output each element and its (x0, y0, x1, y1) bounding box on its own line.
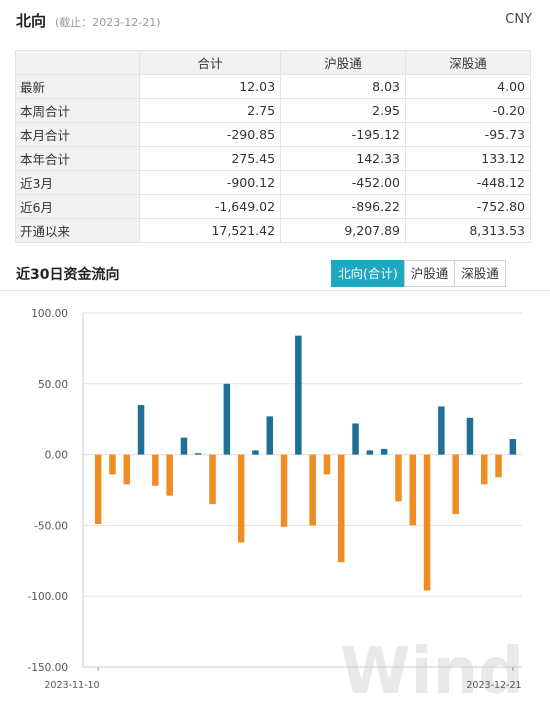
bar (495, 454, 502, 478)
table-cell: 2.95 (280, 98, 407, 123)
table-cell: -452.00 (280, 170, 407, 195)
table-cell: -95.73 (405, 122, 531, 147)
bar (323, 454, 331, 475)
column-header-total: 合计 (138, 50, 282, 75)
bar (280, 454, 288, 527)
table-row: 最新 12.03 8.03 4.00 (15, 74, 531, 99)
tab-northbound-total[interactable]: 北向(合计) (331, 260, 405, 287)
net-flow-bar-chart: Wind 100.00 50.00 0.00 -50.00 -100.00 -150.00 2… (27, 308, 524, 701)
bar (266, 416, 273, 455)
flow-summary-table: 合计 沪股通 深股通 最新 12.03 8.03 4.00 本周合计 2.75 2.95 -0… (15, 50, 531, 243)
table-cell: -1,649.02 (138, 194, 282, 219)
bar (109, 454, 116, 475)
bar (338, 454, 345, 563)
table-cell: 12.03 (138, 74, 282, 99)
tab-shenzhen-connect[interactable]: 深股通 (454, 260, 506, 287)
table-cell: -195.12 (280, 122, 407, 147)
bar (137, 405, 145, 455)
bar (309, 454, 316, 526)
table-row: 本周合计 2.75 2.95 -0.20 (15, 98, 531, 123)
table-cell: 17,521.42 (138, 218, 282, 243)
table-cell: -290.85 (138, 122, 282, 147)
table-row: 本年合计 275.45 142.33 133.12 (15, 146, 531, 171)
bar (380, 448, 388, 455)
table-cell: 8.03 (280, 74, 407, 99)
table-row: 开通以来 17,521.42 9,207.89 8,313.53 (15, 218, 531, 243)
table-cell: 8,313.53 (405, 218, 531, 243)
table-cell: -752.80 (405, 194, 531, 219)
row-label: 本年合计 (15, 146, 140, 171)
bar (466, 417, 474, 455)
y-tick-label: -50.00 (34, 520, 68, 532)
bar (180, 437, 188, 455)
bar (423, 454, 431, 591)
column-header-shenzhen: 深股通 (405, 50, 531, 75)
page-header: 北向 (截止：2023-12-21) CNY (0, 0, 550, 40)
y-tick-label: -100.00 (27, 591, 68, 603)
bar (409, 454, 416, 526)
bar (195, 453, 202, 455)
table-row: 近6月 -1,649.02 -896.22 -752.80 (15, 194, 531, 219)
table-cell: -448.12 (405, 170, 531, 195)
row-label: 本周合计 (15, 98, 140, 123)
table-row: 近3月 -900.12 -452.00 -448.12 (15, 170, 531, 195)
table-header-row: 合计 沪股通 深股通 (15, 50, 531, 75)
bar (152, 454, 159, 486)
row-label: 近3月 (15, 170, 140, 195)
chart-section-title: 近30日资金流向 (16, 267, 120, 283)
tab-shanghai-connect[interactable]: 沪股通 (403, 260, 456, 287)
y-tick-label: -150.00 (27, 662, 68, 674)
bar (509, 439, 517, 455)
table-cell: 142.33 (280, 146, 407, 171)
table-cell: 4.00 (405, 74, 531, 99)
row-label: 近6月 (15, 194, 140, 219)
column-header-shanghai: 沪股通 (280, 50, 407, 75)
table-cell: -0.20 (405, 98, 531, 123)
table-cell: 275.45 (138, 146, 282, 171)
as-of-date: (截止：2023-12-21) (55, 16, 161, 29)
bar (209, 454, 216, 505)
flow-tabs: 北向(合计) 沪股通 深股通 (331, 260, 506, 287)
bar (438, 406, 445, 455)
table-row: 本月合计 -290.85 -195.12 -95.73 (15, 122, 531, 147)
bar (237, 454, 245, 543)
bar (352, 423, 359, 455)
bar (366, 450, 374, 455)
bar (452, 454, 459, 515)
section-divider (0, 290, 550, 291)
y-tick-label: 0.00 (45, 450, 68, 462)
table-corner-cell (15, 50, 140, 75)
bar (395, 454, 402, 502)
row-label: 本月合计 (15, 122, 140, 147)
bar (223, 383, 231, 455)
bar (252, 450, 259, 455)
x-tick-label-start: 2023-11-10 (44, 680, 99, 691)
row-label: 最新 (15, 74, 140, 99)
table-cell: 133.12 (405, 146, 531, 171)
y-tick-label: 100.00 (31, 308, 68, 320)
currency-label: CNY (505, 12, 532, 27)
page-title: 北向 (16, 12, 47, 30)
bar (481, 454, 488, 485)
bar (94, 454, 102, 524)
table-cell: 9,207.89 (280, 218, 407, 243)
table-cell: -896.22 (280, 194, 407, 219)
table-cell: -900.12 (138, 170, 282, 195)
y-tick-label: 50.00 (38, 379, 68, 391)
bar (295, 335, 302, 455)
table-cell: 2.75 (138, 98, 282, 123)
watermark-logo: Wind (340, 635, 524, 701)
x-tick-label-end: 2023-12-21 (466, 680, 521, 691)
bar (166, 454, 173, 496)
row-label: 开通以来 (15, 218, 140, 243)
bar (123, 454, 130, 485)
